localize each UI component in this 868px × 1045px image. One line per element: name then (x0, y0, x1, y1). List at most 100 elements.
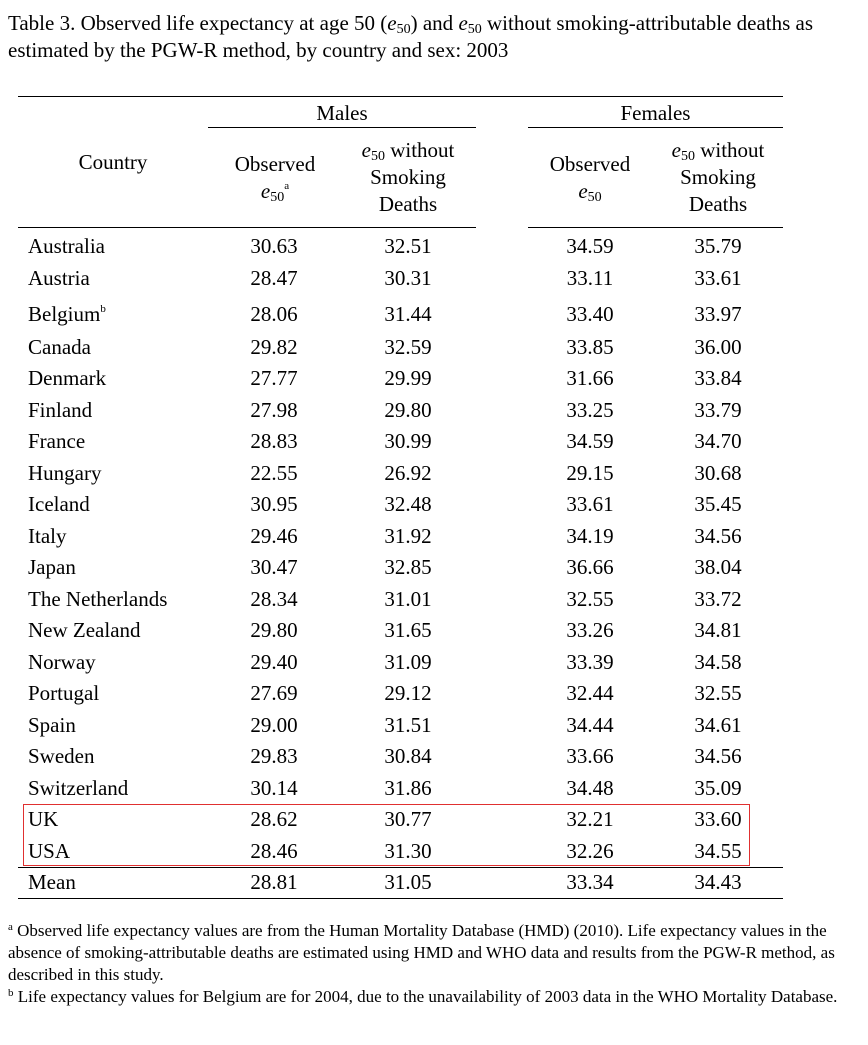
female-observed-mean: 33.34 (566, 870, 614, 894)
female-observed-cell: 33.85 (566, 335, 614, 359)
female-without-cell: 34.58 (694, 650, 742, 674)
female-observed-header: Observed e50 (549, 152, 631, 205)
male-without-cell: 29.80 (384, 398, 432, 422)
male-without-cell: 31.09 (384, 650, 432, 674)
male-observed-cell: 28.34 (250, 587, 298, 611)
female-without-mean: 34.43 (694, 870, 742, 894)
male-without-cell: 32.48 (384, 492, 432, 516)
table-row: Japan 30.47 32.85 36.66 38.04 (0, 552, 868, 583)
table-row: Portugal 27.69 29.12 32.44 32.55 (0, 678, 868, 709)
male-observed-cell: 29.46 (250, 524, 298, 548)
table-row: Belgiumb 28.06 31.44 33.40 33.97 (0, 299, 868, 330)
country-cell: USA (28, 839, 71, 863)
female-without-cell: 33.79 (694, 398, 742, 422)
male-without-mean: 31.05 (384, 870, 432, 894)
male-observed-cell: 29.80 (250, 618, 298, 642)
male-without-cell: 31.86 (384, 776, 432, 800)
female-observed-cell: 34.44 (566, 713, 614, 737)
male-without-cell: 31.65 (384, 618, 432, 642)
female-observed-cell: 32.21 (566, 807, 614, 831)
table-row: Spain 29.00 31.51 34.44 34.61 (0, 710, 868, 741)
male-observed-cell: 27.98 (250, 398, 298, 422)
country-cell: UK (28, 807, 59, 831)
male-observed-cell: 30.47 (250, 555, 298, 579)
female-observed-cell: 34.19 (566, 524, 614, 548)
male-observed-cell: 29.83 (250, 744, 298, 768)
female-observed-cell: 33.39 (566, 650, 614, 674)
male-observed-cell: 27.77 (250, 366, 298, 390)
male-without-cell: 29.99 (384, 366, 432, 390)
country-cell: Portugal (28, 681, 100, 705)
male-without-cell: 30.99 (384, 429, 432, 453)
female-without-cell: 33.60 (694, 807, 742, 831)
female-without-cell: 33.72 (694, 587, 742, 611)
females-header: Females (620, 101, 691, 125)
footnote-b: b Life expectancy values for Belgium are… (8, 987, 838, 1006)
males-rule (208, 127, 476, 128)
male-observed-cell: 28.62 (250, 807, 298, 831)
female-without-cell: 33.84 (694, 366, 742, 390)
mean-label: Mean (28, 870, 76, 894)
table-row: Norway 29.40 31.09 33.39 34.58 (0, 647, 868, 678)
male-observed-cell: 28.46 (250, 839, 298, 863)
female-observed-cell: 32.26 (566, 839, 614, 863)
male-without-header: e50 without Smoking Deaths (361, 138, 455, 216)
table-row: The Netherlands 28.34 31.01 32.55 33.72 (0, 584, 868, 615)
mean-row: Mean 28.81 31.05 33.34 34.43 (0, 867, 868, 898)
female-observed-cell: 32.55 (566, 587, 614, 611)
table-row: New Zealand 29.80 31.65 33.26 34.81 (0, 615, 868, 646)
female-observed-cell: 34.59 (566, 429, 614, 453)
female-observed-cell: 34.48 (566, 776, 614, 800)
country-cell: Belgiumb (28, 302, 106, 326)
male-observed-cell: 27.69 (250, 681, 298, 705)
female-without-cell: 34.55 (694, 839, 742, 863)
country-cell: Denmark (28, 366, 107, 390)
male-observed-cell: 29.40 (250, 650, 298, 674)
female-without-cell: 34.70 (694, 429, 742, 453)
country-header: Country (78, 150, 148, 174)
male-without-cell: 32.85 (384, 555, 432, 579)
female-observed-cell: 33.40 (566, 302, 614, 326)
female-without-cell: 32.55 (694, 681, 742, 705)
table-row: UK 28.62 30.77 32.21 33.60 (0, 804, 868, 835)
table-row: Finland 27.98 29.80 33.25 33.79 (0, 395, 868, 426)
female-observed-cell: 36.66 (566, 555, 614, 579)
table-row: Austria 28.47 30.31 33.11 33.61 (0, 263, 868, 294)
females-rule (528, 127, 783, 128)
table-row: Denmark 27.77 29.99 31.66 33.84 (0, 363, 868, 394)
male-without-cell: 30.31 (384, 266, 432, 290)
header-bottom-rule (18, 227, 476, 228)
table-row: Australia 30.63 32.51 34.59 35.79 (0, 231, 868, 262)
footnotes: a Observed life expectancy values are fr… (8, 920, 863, 1008)
female-without-cell: 35.09 (694, 776, 742, 800)
header-bottom-rule-right (528, 227, 783, 228)
country-cell: Canada (28, 335, 91, 359)
table-row: Italy 29.46 31.92 34.19 34.56 (0, 521, 868, 552)
country-cell: Switzerland (28, 776, 129, 800)
female-observed-cell: 33.66 (566, 744, 614, 768)
top-rule (18, 96, 783, 97)
table-row: France 28.83 30.99 34.59 34.70 (0, 426, 868, 457)
male-without-cell: 31.30 (384, 839, 432, 863)
table-row: Iceland 30.95 32.48 33.61 35.45 (0, 489, 868, 520)
female-observed-cell: 33.11 (566, 266, 614, 290)
country-cell: Hungary (28, 461, 102, 485)
female-without-cell: 33.97 (694, 302, 742, 326)
female-without-header: e50 without Smoking Deaths (671, 138, 765, 216)
male-without-cell: 31.92 (384, 524, 432, 548)
female-observed-cell: 33.61 (566, 492, 614, 516)
males-header: Males (316, 101, 368, 125)
male-observed-cell: 29.82 (250, 335, 298, 359)
mean-top-rule (18, 867, 783, 868)
country-cell: Iceland (28, 492, 90, 516)
male-without-cell: 31.44 (384, 302, 432, 326)
uk-usa-highlight-box (23, 804, 750, 866)
male-observed-cell: 29.00 (250, 713, 298, 737)
male-observed-cell: 30.63 (250, 234, 298, 258)
female-without-cell: 33.61 (694, 266, 742, 290)
female-observed-cell: 33.26 (566, 618, 614, 642)
footnote-a: a Observed life expectancy values are fr… (8, 921, 835, 984)
country-cell: Norway (28, 650, 96, 674)
female-observed-cell: 31.66 (566, 366, 614, 390)
male-observed-cell: 28.47 (250, 266, 298, 290)
